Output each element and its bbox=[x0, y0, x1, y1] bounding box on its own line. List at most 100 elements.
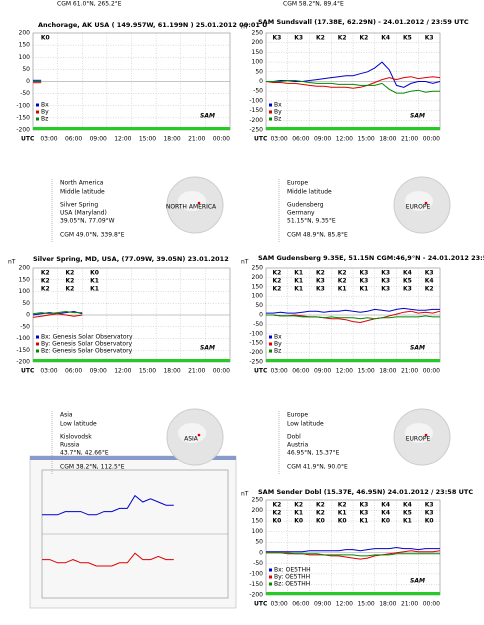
panel-latitude: Low latitude bbox=[287, 421, 324, 428]
top-text: CGM 58.2°N, 89.4°E bbox=[283, 1, 344, 8]
k-index: K1 bbox=[294, 510, 303, 517]
x-tick-label: 09:00 bbox=[314, 601, 331, 608]
panel-country: Russia bbox=[60, 442, 80, 449]
x-tick-label: 00:00 bbox=[213, 136, 230, 143]
station-dot bbox=[424, 433, 428, 437]
x-tick-label: 15:00 bbox=[357, 136, 374, 143]
panel-cgm: CGM 41.9°N, 90.0°E bbox=[287, 464, 348, 471]
x-tick-label: 12:00 bbox=[114, 136, 131, 143]
legend-label: Bz: Genesis Solar Observatory bbox=[41, 348, 133, 355]
x-tick-label: 03:00 bbox=[270, 368, 287, 375]
globe-label: EUROPE bbox=[406, 436, 431, 443]
x-tick-label: 21:00 bbox=[401, 368, 418, 375]
activity-strip bbox=[266, 592, 440, 595]
k-index: K0 bbox=[272, 518, 281, 525]
k-index: K3 bbox=[403, 286, 412, 293]
data-line bbox=[265, 76, 441, 89]
k-index: K2 bbox=[41, 278, 50, 285]
chart-title: Anchorage, AK USA ( 149.957W, 61.199N ) … bbox=[38, 21, 267, 29]
legend-label: Bx: OE5THH bbox=[274, 567, 311, 574]
panel-latitude: Middle latitude bbox=[287, 189, 332, 196]
x-tick-label: 03:00 bbox=[270, 601, 287, 608]
k-index: K2 bbox=[316, 270, 325, 277]
k-index: K3 bbox=[425, 510, 434, 517]
legend-label: Bx bbox=[41, 102, 49, 109]
globe-land bbox=[178, 423, 206, 443]
k-index: K2 bbox=[272, 502, 281, 509]
legend-label: By bbox=[274, 341, 282, 348]
x-tick-label: 09:00 bbox=[90, 136, 107, 143]
y-tick-label: 200 bbox=[19, 265, 31, 272]
legend-label: Bz bbox=[274, 348, 281, 355]
x-tick-label: 00:00 bbox=[213, 368, 230, 375]
legend-label: By bbox=[274, 109, 282, 116]
panel-region: North America bbox=[60, 180, 104, 187]
y-tick-label: 100 bbox=[19, 54, 31, 61]
y-tick-label: -250 bbox=[249, 127, 263, 134]
k-index: K3 bbox=[316, 286, 325, 293]
legend-label: By bbox=[41, 109, 49, 116]
y-tick-label: 0 bbox=[26, 312, 30, 319]
y-tick-label: 200 bbox=[252, 507, 264, 514]
x-tick-label: 06:00 bbox=[292, 136, 309, 143]
panel-latitude: Middle latitude bbox=[60, 189, 105, 196]
y-tick-label: 200 bbox=[19, 30, 31, 37]
k-index: K5 bbox=[403, 35, 412, 42]
globe-label: EUROPE bbox=[406, 204, 431, 211]
k-index: K3 bbox=[359, 270, 368, 277]
k-index: K1 bbox=[294, 278, 303, 285]
legend-swatch bbox=[36, 117, 39, 121]
y-tick-label: -100 bbox=[16, 335, 30, 342]
k-index: K2 bbox=[66, 270, 75, 277]
y-tick-label: 150 bbox=[19, 42, 31, 49]
k-index: K0 bbox=[338, 518, 347, 525]
panel-coords: 46.95°N, 15.37°E bbox=[287, 450, 340, 457]
chart-title: SAM Sundsvall (17.38E, 62.29N) - 24.01.2… bbox=[258, 18, 469, 26]
y-tick-label: -200 bbox=[16, 127, 30, 134]
legend-swatch bbox=[269, 349, 272, 353]
panel-latitude: Low latitude bbox=[60, 421, 97, 428]
activity-strip bbox=[33, 359, 230, 362]
x-tick-label: 09:00 bbox=[90, 368, 107, 375]
y-axis-label: nT bbox=[241, 491, 249, 498]
y-tick-label: 50 bbox=[255, 302, 263, 309]
x-tick-label: 21:00 bbox=[188, 136, 205, 143]
activity-strip bbox=[266, 127, 440, 130]
k-index: K2 bbox=[272, 278, 281, 285]
panel-station: Kislovodsk bbox=[60, 434, 92, 441]
k-index: K4 bbox=[381, 35, 390, 42]
k-index: K2 bbox=[338, 270, 347, 277]
y-tick-label: -50 bbox=[253, 88, 263, 95]
k-index: K3 bbox=[425, 35, 434, 42]
legend-label: By: Genesis Solar Observatory bbox=[41, 341, 133, 348]
k-index: K2 bbox=[425, 286, 434, 293]
chart-title: Silver Spring, MD, USA, (77.09W, 39.05N)… bbox=[33, 255, 229, 263]
panel-country: USA (Maryland) bbox=[60, 210, 107, 217]
x-tick-label: 18:00 bbox=[163, 368, 180, 375]
k-index: K1 bbox=[294, 270, 303, 277]
x-tick-label: 18:00 bbox=[379, 136, 396, 143]
y-tick-label: -150 bbox=[249, 581, 263, 588]
k-index: K1 bbox=[338, 286, 347, 293]
k-index: K0 bbox=[381, 518, 390, 525]
k-index: K2 bbox=[41, 270, 50, 277]
y-tick-label: 150 bbox=[252, 49, 264, 56]
x-tick-label: 09:00 bbox=[314, 368, 331, 375]
x-axis-label: UTC bbox=[21, 368, 35, 375]
x-tick-label: 00:00 bbox=[423, 601, 440, 608]
k-index: K4 bbox=[381, 502, 390, 509]
k-index: K4 bbox=[403, 270, 412, 277]
k-index: K4 bbox=[381, 510, 390, 517]
y-tick-label: 250 bbox=[252, 497, 264, 504]
k-index: K2 bbox=[316, 35, 325, 42]
y-tick-label: -50 bbox=[253, 321, 263, 328]
panel-coords: 39.05°N, 77.09°W bbox=[60, 218, 115, 225]
globe-land bbox=[405, 423, 433, 443]
x-tick-label: 21:00 bbox=[401, 136, 418, 143]
chart-title: SAM Gudensberg 9.35E, 51.15N CGM:46,9°N … bbox=[258, 254, 484, 262]
x-tick-label: 03:00 bbox=[40, 136, 57, 143]
y-axis-label: nT bbox=[241, 24, 249, 31]
activity-strip bbox=[33, 127, 230, 130]
x-tick-label: 12:00 bbox=[336, 368, 353, 375]
panel-region: Asia bbox=[60, 412, 73, 419]
